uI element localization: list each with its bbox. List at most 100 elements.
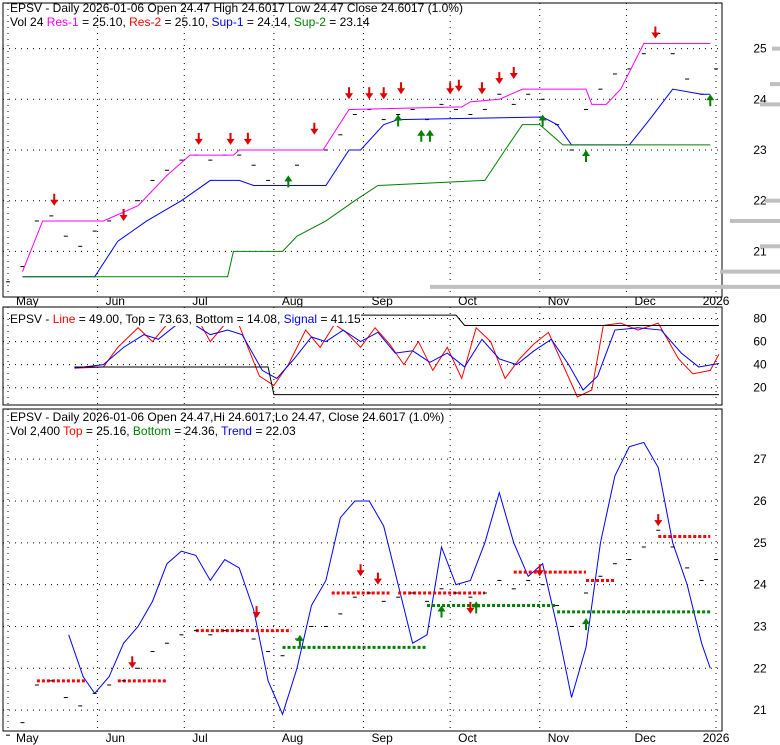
down-arrow-icon — [454, 79, 463, 92]
down-arrow-icon — [397, 82, 406, 95]
legend-res1-val: = 25.10, — [78, 15, 130, 29]
y-tick-label: 25 — [753, 42, 767, 56]
legend-res1: Res-1 — [46, 15, 79, 29]
legend-top-val: = 25.16, — [82, 424, 133, 438]
legend-vol: Vol 24 — [10, 15, 44, 29]
down-arrow-icon — [356, 564, 365, 577]
legend-line: Line — [52, 312, 76, 326]
down-arrow-icon — [310, 122, 319, 135]
down-arrow-icon — [50, 193, 59, 206]
x-tick-label: May — [16, 294, 39, 308]
y-tick-label: 21 — [753, 703, 767, 717]
legend-trend-val: = 22.03 — [251, 424, 296, 438]
y-tick-label: 25 — [753, 536, 767, 550]
legend-signal: Signal — [283, 312, 317, 326]
x-tick-label: May — [16, 731, 39, 745]
legend-sup1: Sup-1 — [211, 15, 244, 29]
y-tick-label: 23 — [753, 619, 767, 633]
x-tick-label: 2026 — [703, 731, 730, 745]
x-tick-label: Aug — [282, 294, 303, 308]
down-arrow-icon — [654, 514, 663, 527]
panel3-legend: Vol 2,400 Top = 25.16, Bottom = 24.36, T… — [10, 424, 296, 438]
y-tick-label: 60 — [753, 335, 767, 349]
x-tick-label: Jun — [106, 731, 125, 745]
y-tick-label: 20 — [753, 381, 767, 395]
legend-bottom-val: = 24.36, — [170, 424, 222, 438]
x-tick-label: Dec — [634, 731, 655, 745]
series-line-res-1 — [21, 43, 711, 272]
legend-line-val: = 49.00, Top = 73.63, Bottom = 14.08, — [75, 312, 284, 326]
legend-sup2-val: = 23.14 — [325, 15, 370, 29]
x-tick-label: Jun — [106, 294, 125, 308]
volume-profile-bar — [730, 218, 780, 223]
x-tick-label: Sep — [371, 294, 393, 308]
volume-profile-bar — [430, 284, 780, 289]
series-line-bottom — [74, 366, 719, 396]
legend-signal-val: = 41.15 — [317, 312, 361, 326]
down-arrow-icon — [446, 82, 455, 95]
x-tick-label: Sep — [371, 731, 393, 745]
x-tick-label: Jul — [192, 731, 207, 745]
series-line-trend — [68, 441, 711, 716]
down-arrow-icon — [226, 132, 235, 145]
down-arrow-icon — [194, 132, 203, 145]
up-arrow-icon — [394, 114, 403, 127]
up-arrow-icon — [706, 94, 715, 107]
down-arrow-icon — [466, 601, 475, 614]
x-tick-label: Nov — [548, 731, 569, 745]
y-tick-label: 80 — [753, 312, 767, 326]
down-arrow-icon — [365, 87, 374, 100]
down-arrow-icon — [243, 132, 252, 145]
up-arrow-icon — [295, 634, 304, 647]
up-arrow-icon — [437, 605, 446, 618]
x-tick-label: Jul — [192, 294, 207, 308]
panel-frame — [2, 2, 723, 298]
y-tick-label: 22 — [753, 194, 767, 208]
panel3-title: EPSV - Daily 2026-01-06 Open 24.47,Hi 24… — [10, 410, 445, 424]
up-arrow-icon — [284, 175, 293, 188]
panel-frame — [2, 306, 723, 406]
down-arrow-icon — [373, 572, 382, 585]
up-arrow-icon — [538, 114, 547, 127]
down-arrow-icon — [379, 87, 388, 100]
x-tick-label: Nov — [548, 294, 569, 308]
up-arrow-icon — [582, 150, 590, 162]
y-tick-label: 26 — [753, 494, 767, 508]
up-arrow-icon — [425, 129, 434, 142]
panel1-legend: Vol 24 Res-1 = 25.10, Res-2 = 25.10, Sup… — [10, 15, 370, 29]
down-arrow-icon — [477, 82, 486, 95]
x-tick-label: Dec — [634, 294, 655, 308]
down-arrow-icon — [345, 87, 354, 100]
panel1-title: EPSV - Daily 2026-01-06 Open 24.47 High … — [10, 1, 463, 15]
legend-sup2: Sup-2 — [293, 15, 326, 29]
volume-profile-bar — [772, 46, 780, 51]
down-arrow-icon — [535, 564, 544, 577]
volume-profile-bar — [770, 82, 780, 87]
down-arrow-icon — [128, 656, 137, 669]
up-arrow-icon — [472, 601, 481, 614]
panel-frame — [2, 408, 723, 732]
series-line-sup-1 — [22, 88, 711, 278]
legend-res2-val: = 25.10, — [161, 15, 212, 29]
legend-bottom: Bottom — [132, 424, 171, 438]
volume-profile-bar — [720, 269, 780, 274]
up-arrow-icon — [582, 618, 590, 631]
y-tick-label: 23 — [753, 143, 767, 157]
down-arrow-icon — [495, 72, 504, 85]
legend-vol3: Vol 2,400 — [10, 424, 64, 438]
x-tick-label: 2026 — [703, 294, 730, 308]
down-arrow-icon — [119, 208, 128, 221]
series-line-sup-2 — [22, 124, 711, 278]
down-arrow-icon — [252, 606, 261, 619]
y-tick-label: 40 — [753, 358, 767, 372]
down-arrow-icon — [509, 67, 518, 80]
x-tick-label: Oct — [458, 731, 477, 745]
y-tick-label: 22 — [753, 661, 767, 675]
legend-sup1-val: = 24.14, — [243, 15, 294, 29]
legend-trend: Trend — [221, 424, 252, 438]
down-arrow-icon — [651, 26, 660, 39]
y-tick-label: 27 — [753, 452, 767, 466]
x-tick-label: Aug — [282, 731, 303, 745]
x-tick-label: Oct — [458, 294, 477, 308]
